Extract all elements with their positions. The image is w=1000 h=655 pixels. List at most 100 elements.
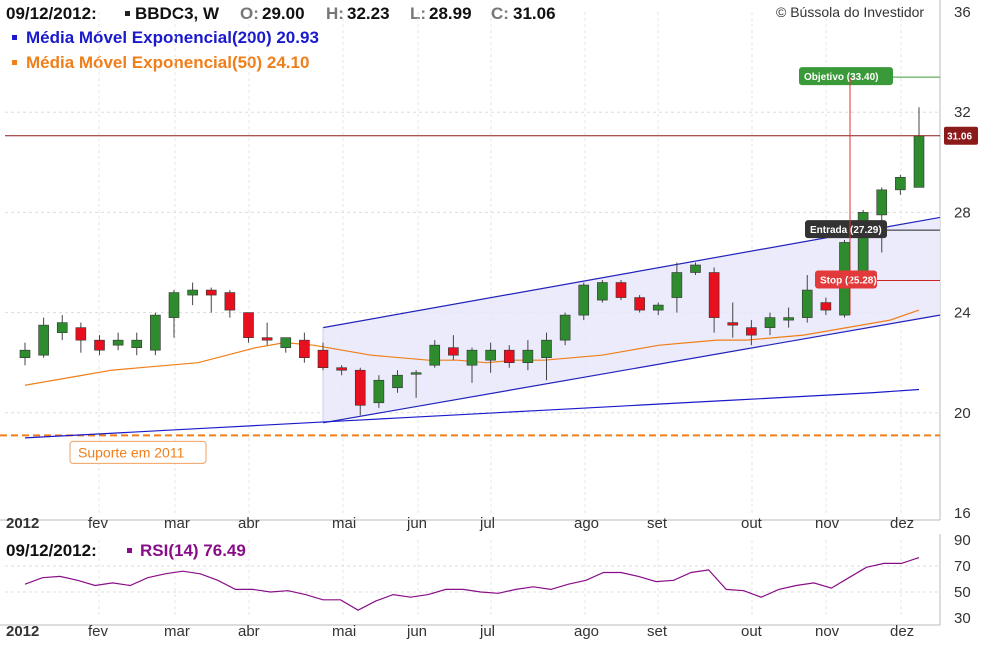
header-h-value: 32.23 bbox=[347, 4, 390, 23]
x-month-label: jul bbox=[479, 515, 495, 532]
header-h-label: H: bbox=[326, 4, 344, 23]
y-tick-label: 16 bbox=[954, 505, 971, 522]
rsi-x-month-label: 2012 bbox=[6, 623, 39, 640]
support-label: Suporte em 2011 bbox=[78, 444, 185, 460]
ema200-legend: Média Móvel Exponencial(200) 20.93 bbox=[26, 28, 319, 47]
rsi-x-month-label: set bbox=[647, 623, 668, 640]
y-tick-label: 32 bbox=[954, 104, 971, 121]
rsi-x-month-label: jun bbox=[406, 623, 427, 640]
x-month-label: mai bbox=[332, 515, 356, 532]
ema200-legend-marker bbox=[12, 35, 17, 40]
candle-body bbox=[895, 177, 906, 191]
header-ticker: BBDC3, W bbox=[135, 4, 220, 23]
x-month-label: jun bbox=[406, 515, 427, 532]
channel-lower-line bbox=[322, 314, 941, 424]
candle bbox=[75, 322, 87, 353]
ema50-legend: Média Móvel Exponencial(50) 24.10 bbox=[26, 53, 309, 72]
candle bbox=[94, 335, 105, 356]
candle bbox=[708, 267, 720, 333]
candle-body bbox=[671, 272, 683, 298]
candle-body bbox=[187, 289, 198, 296]
rsi-x-month-label: nov bbox=[815, 623, 840, 640]
rsi-x-month-label: out bbox=[741, 623, 763, 640]
candle-body bbox=[205, 289, 217, 296]
candle bbox=[19, 342, 31, 366]
candle bbox=[150, 312, 161, 356]
ema50-legend-marker bbox=[12, 60, 17, 65]
header-c-value: 31.06 bbox=[513, 4, 556, 23]
level-label-box bbox=[799, 67, 893, 86]
candle bbox=[317, 342, 329, 371]
candle bbox=[783, 307, 794, 328]
candle-body bbox=[708, 272, 720, 318]
candle bbox=[541, 332, 552, 381]
rsi-x-month-label: mar bbox=[164, 623, 190, 640]
level-label: Stop (25.28) bbox=[820, 276, 877, 287]
levels-layer: 31.06 Objetivo (33.40) Entrada (27.29) Stop… bbox=[5, 67, 978, 316]
candle-body bbox=[466, 349, 478, 366]
level-label-box bbox=[815, 270, 877, 289]
candle bbox=[578, 282, 590, 321]
candle bbox=[299, 332, 310, 363]
candle bbox=[354, 367, 366, 416]
candle-body bbox=[448, 347, 459, 356]
candle bbox=[652, 302, 664, 316]
rsi-x-month-label: jul bbox=[479, 623, 495, 640]
candle bbox=[38, 317, 49, 358]
header-date: 09/12/2012: bbox=[6, 4, 97, 23]
header-o-value: 29.00 bbox=[262, 4, 305, 23]
rsi-title: RSI(14) 76.49 bbox=[140, 541, 246, 560]
x-month-label: mar bbox=[164, 515, 190, 532]
candle bbox=[261, 322, 273, 346]
channel-fill bbox=[323, 217, 940, 423]
rsi-x-month-label: mai bbox=[332, 623, 356, 640]
candle-body bbox=[168, 292, 180, 318]
candle bbox=[597, 280, 608, 303]
candle bbox=[559, 312, 571, 346]
x-month-label: dez bbox=[890, 515, 914, 532]
candle-body bbox=[336, 367, 347, 371]
candle-body bbox=[727, 322, 739, 326]
y-tick-label: 36 bbox=[954, 4, 971, 21]
candle bbox=[243, 312, 254, 343]
candle-body bbox=[913, 135, 925, 188]
rsi-date: 09/12/2012: bbox=[6, 541, 97, 560]
candle-body bbox=[429, 344, 441, 366]
rsi-x-month-label: dez bbox=[890, 623, 914, 640]
candle-body bbox=[615, 282, 627, 298]
candle-body bbox=[94, 339, 105, 351]
candle-body bbox=[392, 374, 403, 389]
candle bbox=[336, 365, 347, 376]
candle bbox=[690, 262, 701, 276]
candle-body bbox=[224, 292, 236, 311]
candle-body bbox=[876, 189, 888, 216]
rsi-x-month-label: abr bbox=[238, 623, 260, 640]
candle bbox=[876, 187, 888, 253]
candle-body bbox=[503, 349, 515, 363]
x-month-label: set bbox=[647, 515, 668, 532]
candle bbox=[280, 337, 292, 353]
candle-body bbox=[354, 369, 366, 406]
candle-body bbox=[243, 312, 254, 338]
candle-body bbox=[541, 339, 552, 358]
candle bbox=[112, 332, 124, 351]
candle bbox=[56, 315, 68, 341]
candle-body bbox=[746, 327, 757, 336]
candle-body bbox=[634, 297, 645, 311]
y-tick-label: 24 bbox=[954, 305, 971, 322]
support-label-box bbox=[69, 440, 207, 464]
x-month-label: fev bbox=[88, 515, 109, 532]
candle-body bbox=[112, 339, 124, 346]
candle-body bbox=[373, 379, 385, 404]
candle bbox=[913, 107, 925, 188]
candle bbox=[671, 262, 683, 313]
ticker-marker bbox=[125, 11, 130, 16]
candle bbox=[895, 174, 906, 195]
candle-body bbox=[150, 314, 161, 351]
rsi-y-tick-label: 90 bbox=[954, 532, 971, 549]
candle bbox=[503, 345, 515, 368]
candle bbox=[187, 282, 198, 306]
candle-body bbox=[522, 349, 534, 363]
candle bbox=[410, 370, 422, 398]
x-month-label: abr bbox=[238, 515, 260, 532]
